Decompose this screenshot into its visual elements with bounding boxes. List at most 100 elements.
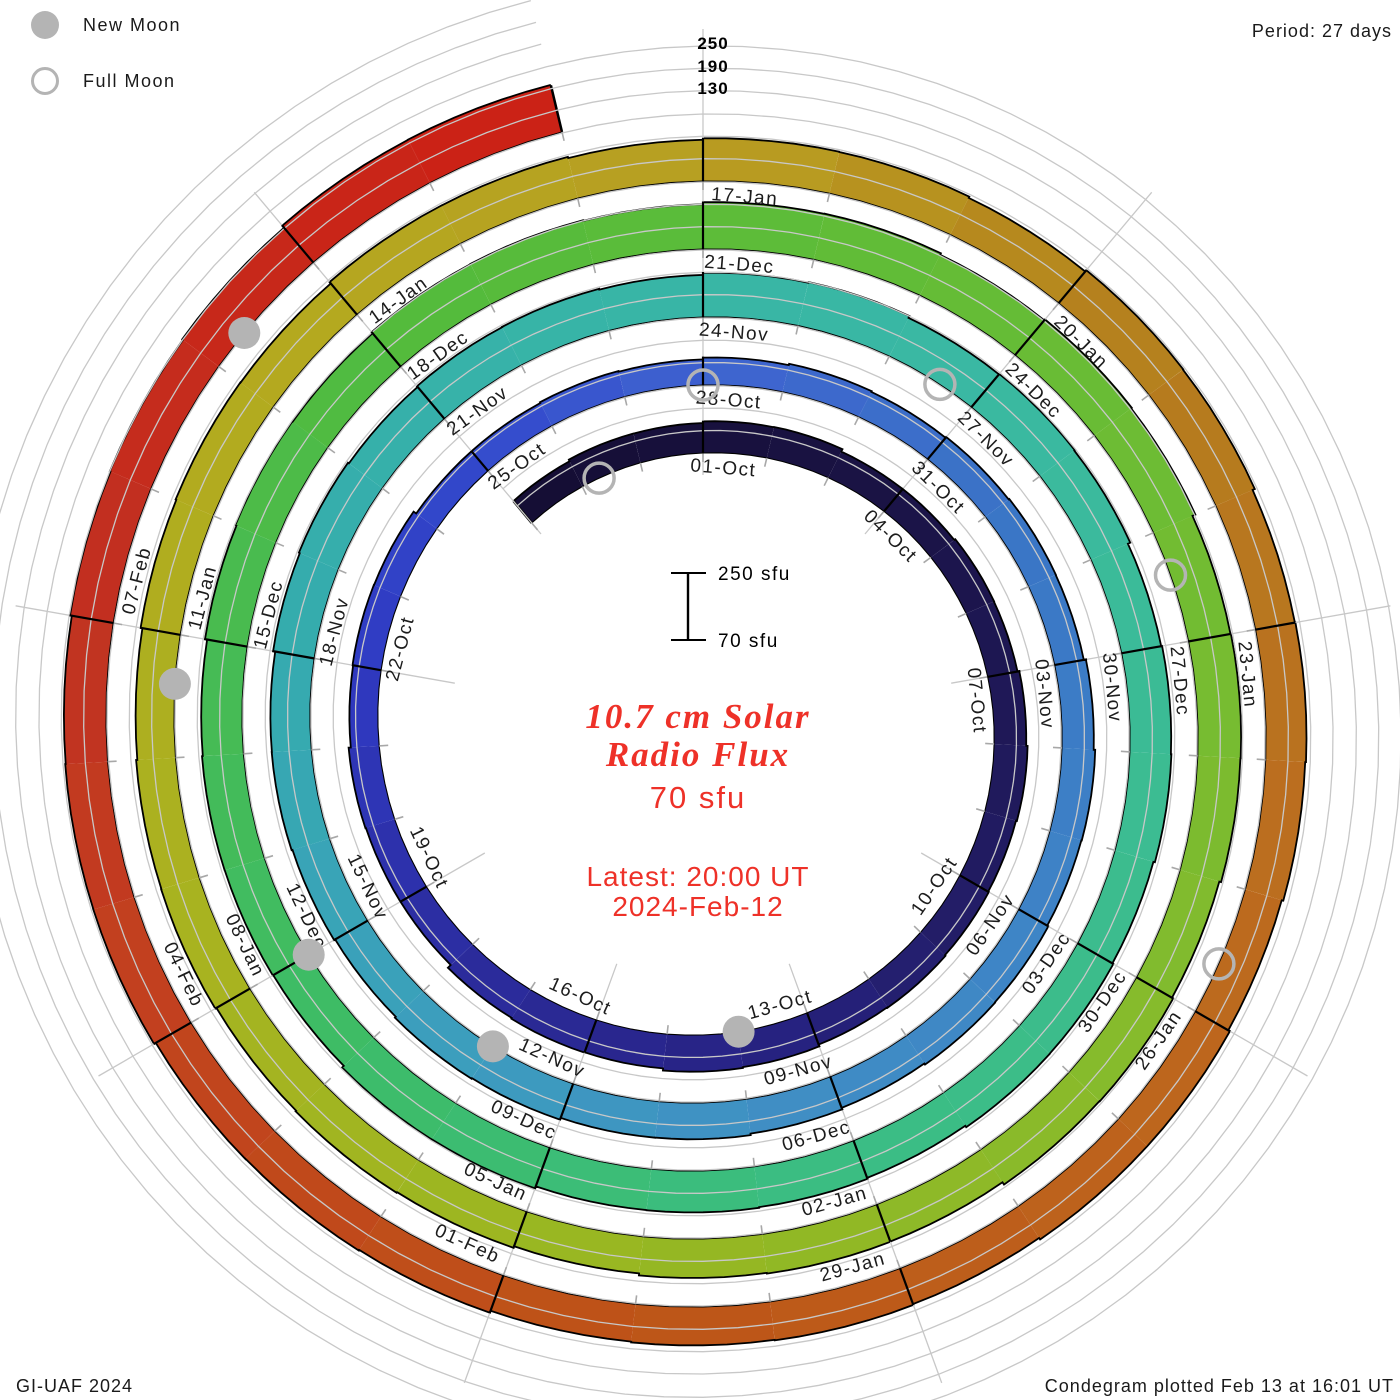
latest-date-line: 2024-Feb-12 xyxy=(612,891,784,922)
day-tick xyxy=(650,1160,654,1170)
day-tick xyxy=(246,645,257,649)
full-moon-label: Full Moon xyxy=(83,70,176,91)
divider xyxy=(1057,269,1088,305)
day-tick xyxy=(422,984,431,992)
flux-day-segment xyxy=(703,138,840,194)
flux-day-segment xyxy=(374,511,437,597)
divider xyxy=(987,669,1021,678)
flux-day-segment xyxy=(400,886,473,965)
day-tick xyxy=(623,396,628,406)
divider xyxy=(533,1146,552,1190)
day-tick xyxy=(1052,746,1063,749)
flux-day-segment xyxy=(762,1204,891,1274)
moon-markers xyxy=(158,317,1236,1063)
divider xyxy=(351,664,382,672)
day-tick xyxy=(426,881,435,888)
divider xyxy=(399,885,428,904)
day-tick xyxy=(133,893,143,899)
flux-day-segment xyxy=(109,339,219,489)
day-tick xyxy=(581,486,588,496)
divider xyxy=(1013,318,1046,357)
day-tick xyxy=(1019,585,1029,591)
spiral-baseline xyxy=(105,131,1267,1308)
day-tick-marks xyxy=(107,131,1266,1305)
day-tick xyxy=(1032,475,1041,483)
flux-day-segment xyxy=(662,1031,743,1072)
flux-day-segment xyxy=(298,462,383,570)
day-tick xyxy=(337,568,347,574)
flux-day-segment xyxy=(560,1083,660,1138)
current-flux-value: 70 sfu xyxy=(649,780,747,815)
day-tick xyxy=(399,366,408,375)
day-tick xyxy=(752,1157,756,1167)
divider xyxy=(1054,658,1088,667)
flux-day-segment xyxy=(65,761,135,910)
flux-day-segment xyxy=(906,979,996,1065)
day-tick xyxy=(502,1266,508,1276)
spiral-end-cap xyxy=(549,85,564,133)
flux-day-segment xyxy=(490,1275,636,1342)
day-tick xyxy=(400,595,410,601)
day-tick xyxy=(175,756,185,759)
flux-day-segment xyxy=(703,272,809,326)
flux-day-segment xyxy=(980,1072,1100,1185)
divider xyxy=(1017,908,1050,928)
day-tick xyxy=(1082,558,1092,564)
day-tick xyxy=(1179,640,1189,644)
date-label: 01-Oct xyxy=(690,455,757,481)
day-tick xyxy=(826,193,831,203)
flux-day-segment xyxy=(950,197,1086,303)
day-tick xyxy=(921,458,929,467)
day-tick xyxy=(459,243,466,252)
radial-scale-190: 190 xyxy=(697,56,729,76)
latest-time-line: Latest: 20:00 UT xyxy=(586,861,810,892)
flux-day-segment xyxy=(828,451,903,512)
flux-day-segment xyxy=(583,204,703,265)
flux-day-segment xyxy=(1018,1119,1148,1240)
flux-day-segment xyxy=(63,615,114,765)
scale-bar-bottom-label: 70 sfu xyxy=(718,631,779,652)
day-tick xyxy=(1106,847,1116,852)
legend-new-moon: New Moon xyxy=(31,11,181,39)
flux-day-segment xyxy=(746,1076,843,1134)
flux-day-segment xyxy=(655,1099,751,1140)
flux-day-segment xyxy=(205,525,276,647)
divider xyxy=(203,637,248,648)
three-day-dividers xyxy=(69,138,1296,1314)
day-tick xyxy=(549,1139,554,1149)
flux-day-segment xyxy=(342,1037,456,1140)
flux-day-segment xyxy=(568,139,703,199)
divider xyxy=(805,1012,821,1048)
credit-label: GI-UAF 2024 xyxy=(16,1376,134,1396)
day-tick xyxy=(803,1004,808,1014)
day-tick xyxy=(1012,1198,1019,1207)
flux-day-segment xyxy=(1121,646,1172,755)
new-moon-marker xyxy=(722,1015,755,1048)
flux-day-segment xyxy=(273,954,374,1066)
day-tick xyxy=(1187,1006,1196,1012)
day-tick xyxy=(913,925,922,933)
day-tick xyxy=(311,748,321,751)
chart-title-line2: Radio Flux xyxy=(605,735,791,774)
day-tick xyxy=(417,1152,424,1161)
day-tick xyxy=(367,915,376,922)
day-tick xyxy=(1008,354,1016,363)
divider xyxy=(153,1021,192,1046)
radial-gridline xyxy=(951,605,1391,684)
day-tick xyxy=(1010,904,1020,910)
divider xyxy=(332,919,369,942)
flux-day-segment xyxy=(240,283,357,407)
day-tick xyxy=(198,874,209,879)
day-tick xyxy=(525,1202,531,1212)
day-tick xyxy=(1012,1018,1021,1027)
day-tick xyxy=(329,835,339,840)
divider xyxy=(583,1019,598,1054)
legend-full-moon: Full Moon xyxy=(31,67,176,95)
day-tick xyxy=(1041,827,1051,832)
divider xyxy=(370,331,402,368)
day-tick xyxy=(1086,434,1095,442)
day-tick xyxy=(1045,664,1055,668)
day-tick xyxy=(275,541,285,547)
day-tick xyxy=(190,1017,200,1024)
